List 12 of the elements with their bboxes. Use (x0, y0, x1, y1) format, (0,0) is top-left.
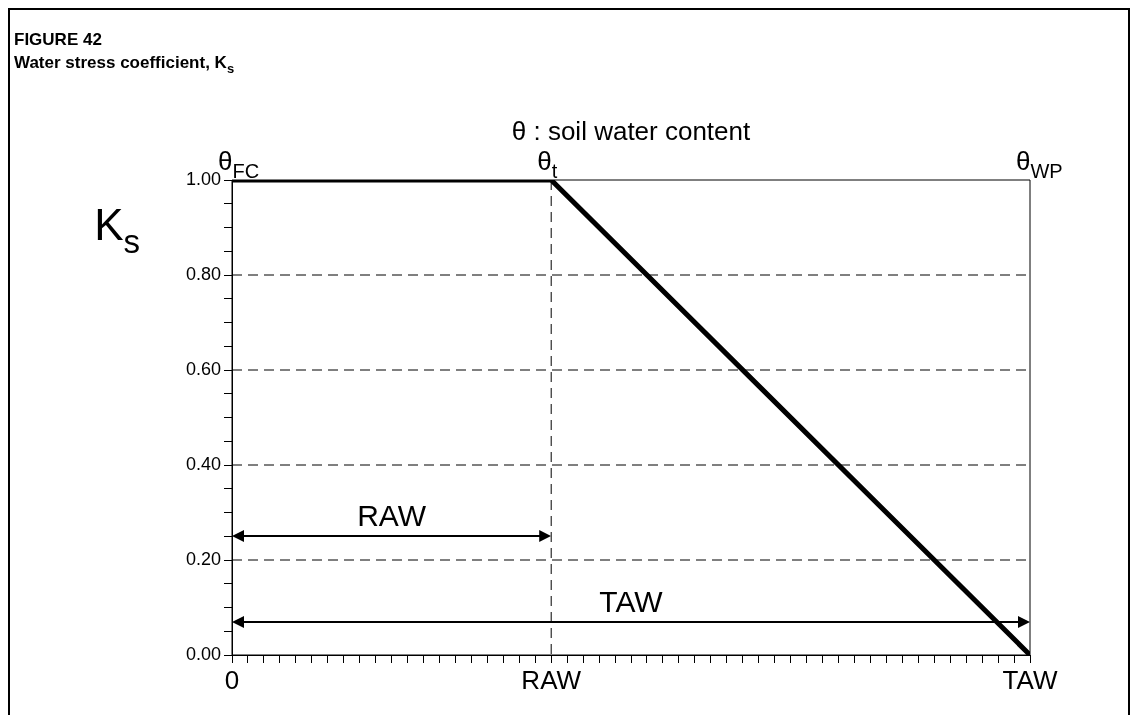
y-tick-label: 0.20 (185, 548, 221, 569)
y-tick-label: 0.00 (185, 643, 221, 664)
x-tick-label: RAW (521, 664, 582, 695)
y-tick-label: 0.40 (185, 453, 221, 474)
y-tick-label: 0.60 (185, 358, 221, 379)
annotation: RAW (357, 499, 427, 533)
text: FIGURE 42 (14, 30, 102, 49)
x-tick-label: 0 (224, 664, 240, 695)
y-tick-label: 0.80 (185, 263, 221, 284)
annotation: TAW (599, 584, 664, 618)
x-tick-label: TAW (1002, 664, 1058, 695)
x2-axis-title: θ : soil water content (511, 116, 751, 146)
